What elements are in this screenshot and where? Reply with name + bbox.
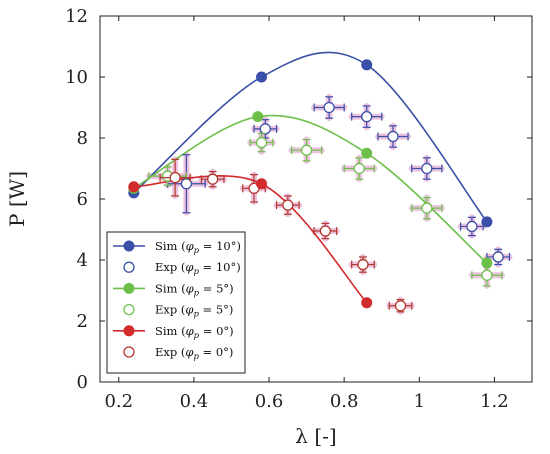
legend-marker	[123, 240, 135, 252]
exp-point	[207, 173, 219, 185]
exp-point	[421, 162, 433, 175]
y-tick-label: 8	[77, 128, 88, 149]
y-tick-label: 0	[77, 372, 88, 393]
exp-point	[481, 269, 493, 281]
sim-point	[256, 178, 268, 190]
x-axis-label: λ [-]	[295, 424, 336, 448]
legend-marker	[123, 282, 135, 294]
y-tick-label: 6	[77, 189, 88, 210]
legend-label: Exp (φp = 5°)	[155, 303, 233, 320]
legend-marker	[123, 346, 135, 358]
legend-label: Sim (φp = 0°)	[155, 324, 234, 341]
exp-point	[492, 251, 504, 263]
sim-curve	[133, 51, 488, 223]
sim-point	[481, 257, 493, 269]
exp-point	[394, 300, 407, 312]
exp-point	[466, 220, 478, 233]
exp-point	[323, 101, 335, 114]
x-tick-label: 0.8	[330, 391, 359, 412]
y-axis-label: P [W]	[5, 171, 29, 227]
x-tick-label: 0.4	[180, 391, 209, 412]
sim-point	[361, 147, 373, 159]
y-tick-label: 4	[77, 250, 88, 271]
sim-curve	[133, 114, 488, 264]
exp-point	[319, 225, 332, 237]
exp-point	[361, 111, 373, 123]
exp-point	[300, 144, 313, 156]
y-tick-label: 12	[65, 6, 88, 27]
exp-point	[259, 123, 271, 135]
sim-point	[128, 181, 140, 193]
legend-marker	[123, 261, 135, 273]
legend-label: Sim (φp = 10°)	[155, 239, 241, 256]
sim-point	[361, 59, 373, 71]
exp-point	[169, 171, 181, 184]
x-tick-label: 1	[414, 391, 425, 412]
x-tick-label: 0.2	[104, 391, 133, 412]
series-layer	[128, 51, 513, 315]
legend-marker	[123, 303, 135, 316]
exp-point	[282, 199, 294, 211]
legend-label: Exp (φp = 10°)	[155, 260, 241, 277]
sim-point	[361, 297, 373, 309]
exp-point	[357, 258, 369, 271]
legend-label: Sim (φp = 5°)	[155, 281, 234, 298]
sim-point	[252, 111, 264, 123]
x-tick-label: 0.6	[255, 391, 284, 412]
legend: Sim (φp = 10°) Exp (φp = 10°) Sim (φp = 5°…	[106, 231, 246, 374]
legend-label: Exp (φp = 0°)	[155, 345, 233, 362]
legend-marker	[123, 325, 135, 337]
exp-point	[255, 136, 268, 149]
x-tick-label: 1.2	[480, 391, 509, 412]
exp-point	[421, 202, 433, 214]
exp-point	[387, 130, 399, 143]
y-tick-label: 2	[77, 311, 88, 332]
exp-point	[353, 162, 365, 175]
sim-point	[481, 216, 493, 228]
axis-ticks: 0.2 0.4 0.6 0.8 1 1.2 0 2 4 6 8 10 12	[65, 6, 532, 412]
y-tick-label: 10	[65, 67, 88, 88]
sim-point	[256, 71, 268, 83]
